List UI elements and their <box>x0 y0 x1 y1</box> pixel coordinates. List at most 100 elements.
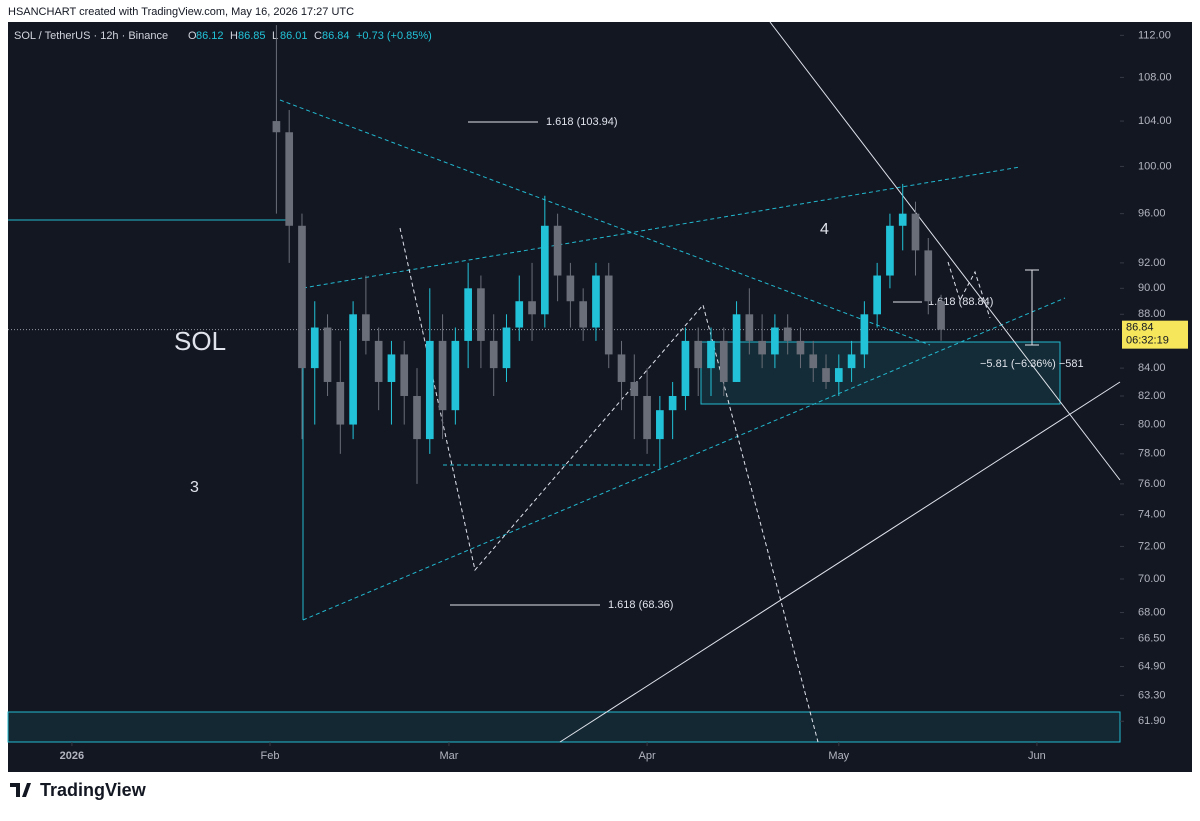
y-tick-label: 80.00 <box>1138 418 1166 430</box>
candle-body <box>579 301 588 328</box>
x-tick-label: Feb <box>261 750 280 762</box>
trend-line <box>279 99 931 346</box>
candle-body <box>477 288 485 341</box>
y-tick-label: 100.00 <box>1138 160 1172 172</box>
candle-body <box>771 327 779 355</box>
y-tick-label: 104.00 <box>1138 115 1172 127</box>
candle-body <box>362 314 370 341</box>
candle-body <box>553 225 562 276</box>
candle-body <box>783 327 792 341</box>
trend-line <box>559 381 1121 743</box>
candle-body <box>643 395 651 440</box>
legend-value: 86.84 <box>322 30 350 42</box>
y-tick-label: 96.00 <box>1138 208 1166 220</box>
y-tick-label: 82.00 <box>1138 390 1166 402</box>
x-tick-label: Jun <box>1028 750 1046 762</box>
candle-body <box>400 354 409 396</box>
legend-key: H <box>230 30 238 42</box>
measure <box>1025 269 1039 346</box>
candle-body <box>310 327 319 369</box>
candle-body <box>911 213 920 251</box>
candle-body <box>873 275 881 315</box>
candle-body <box>323 327 332 382</box>
candle-body <box>566 275 575 302</box>
candle-body <box>719 340 728 382</box>
candle-body <box>528 301 536 315</box>
zone <box>7 711 1121 743</box>
y-tick-label: 76.00 <box>1138 478 1166 490</box>
candle-body <box>464 288 472 341</box>
candle-body <box>438 340 447 411</box>
x-tick-label: Apr <box>639 750 656 762</box>
brand-logo <box>10 783 31 797</box>
candle-body <box>898 213 907 226</box>
y-tick-label: 72.00 <box>1138 540 1166 552</box>
drawings <box>7 21 1121 743</box>
candle-body <box>630 381 639 396</box>
y-tick-label: 92.00 <box>1138 257 1166 269</box>
last-price-label: 86.84 <box>1126 322 1154 334</box>
candle-body <box>489 340 498 369</box>
candle-body <box>834 368 843 382</box>
candle-body <box>515 301 524 328</box>
candle-body <box>937 301 945 330</box>
y-tick-label: 66.50 <box>1138 632 1166 644</box>
candle-body <box>847 354 856 369</box>
x-tick-label: May <box>828 750 849 762</box>
candle-body <box>540 225 549 315</box>
trend-line <box>302 297 1066 621</box>
legend-value: 86.12 <box>196 30 224 42</box>
candle-body <box>374 340 383 382</box>
legend-key: L <box>272 30 278 42</box>
legend-value: 86.01 <box>280 30 308 42</box>
candle-body <box>796 340 805 355</box>
legend-key: O <box>188 30 197 42</box>
candle-body <box>298 225 306 369</box>
candle-body <box>707 340 715 369</box>
y-tick-label: 88.00 <box>1138 308 1166 320</box>
chart-title: SOL / TetherUS · 12h · Binance <box>14 30 168 42</box>
candle-body <box>745 314 754 341</box>
y-tick-label: 70.00 <box>1138 573 1166 585</box>
y-tick-label: 112.00 <box>1138 29 1171 41</box>
legend-key: C <box>314 30 322 42</box>
candle-body <box>592 275 600 328</box>
wave-label: 3 <box>190 479 199 496</box>
trend-line <box>769 21 1121 481</box>
candle-body <box>349 314 357 425</box>
y-tick-label: 108.00 <box>1138 71 1172 83</box>
candle-body <box>694 340 703 369</box>
plot: 112.00 108.00 104.00 100.00 96.00 92.00 90.00 8… <box>8 25 1188 762</box>
candle-body <box>732 314 741 382</box>
chart-panel <box>8 22 1192 772</box>
trend-line <box>302 166 1021 289</box>
candle-body <box>502 327 511 369</box>
legend-change: +0.73 (+0.85%) <box>356 30 432 42</box>
candle-body <box>604 275 613 355</box>
last-price-box <box>1122 320 1188 349</box>
candle-body <box>924 250 933 302</box>
candle-body <box>285 132 294 226</box>
y-tick-label: 78.00 <box>1138 448 1166 460</box>
y-tick-label: 68.00 <box>1138 606 1166 618</box>
y-tick-label: 64.90 <box>1138 660 1166 672</box>
wave-path <box>399 227 819 743</box>
ohlc-legend: O 86.12 H 86.85 L 86.01 C 86.84 +0.73 (+0.85%) <box>188 30 432 42</box>
candle-body <box>809 354 818 369</box>
candle-body <box>668 395 677 411</box>
candle-body <box>272 121 281 133</box>
candle-body <box>681 340 690 396</box>
symbol-label: SOL <box>174 326 226 356</box>
candle-body <box>886 225 894 276</box>
annotation: 1.618 (103.94) <box>546 116 618 128</box>
candle-body <box>822 368 830 382</box>
countdown: 06:32:19 <box>1126 335 1169 347</box>
legend-value: 86.85 <box>238 30 266 42</box>
candle-body <box>656 410 664 440</box>
y-tick-label: 84.00 <box>1138 362 1166 374</box>
candle-body <box>758 340 766 355</box>
candle-body <box>336 381 345 425</box>
annotation: 1.618 (68.36) <box>608 599 673 611</box>
y-tick-label: 63.30 <box>1138 689 1166 701</box>
x-tick-label: 2026 <box>60 750 84 762</box>
